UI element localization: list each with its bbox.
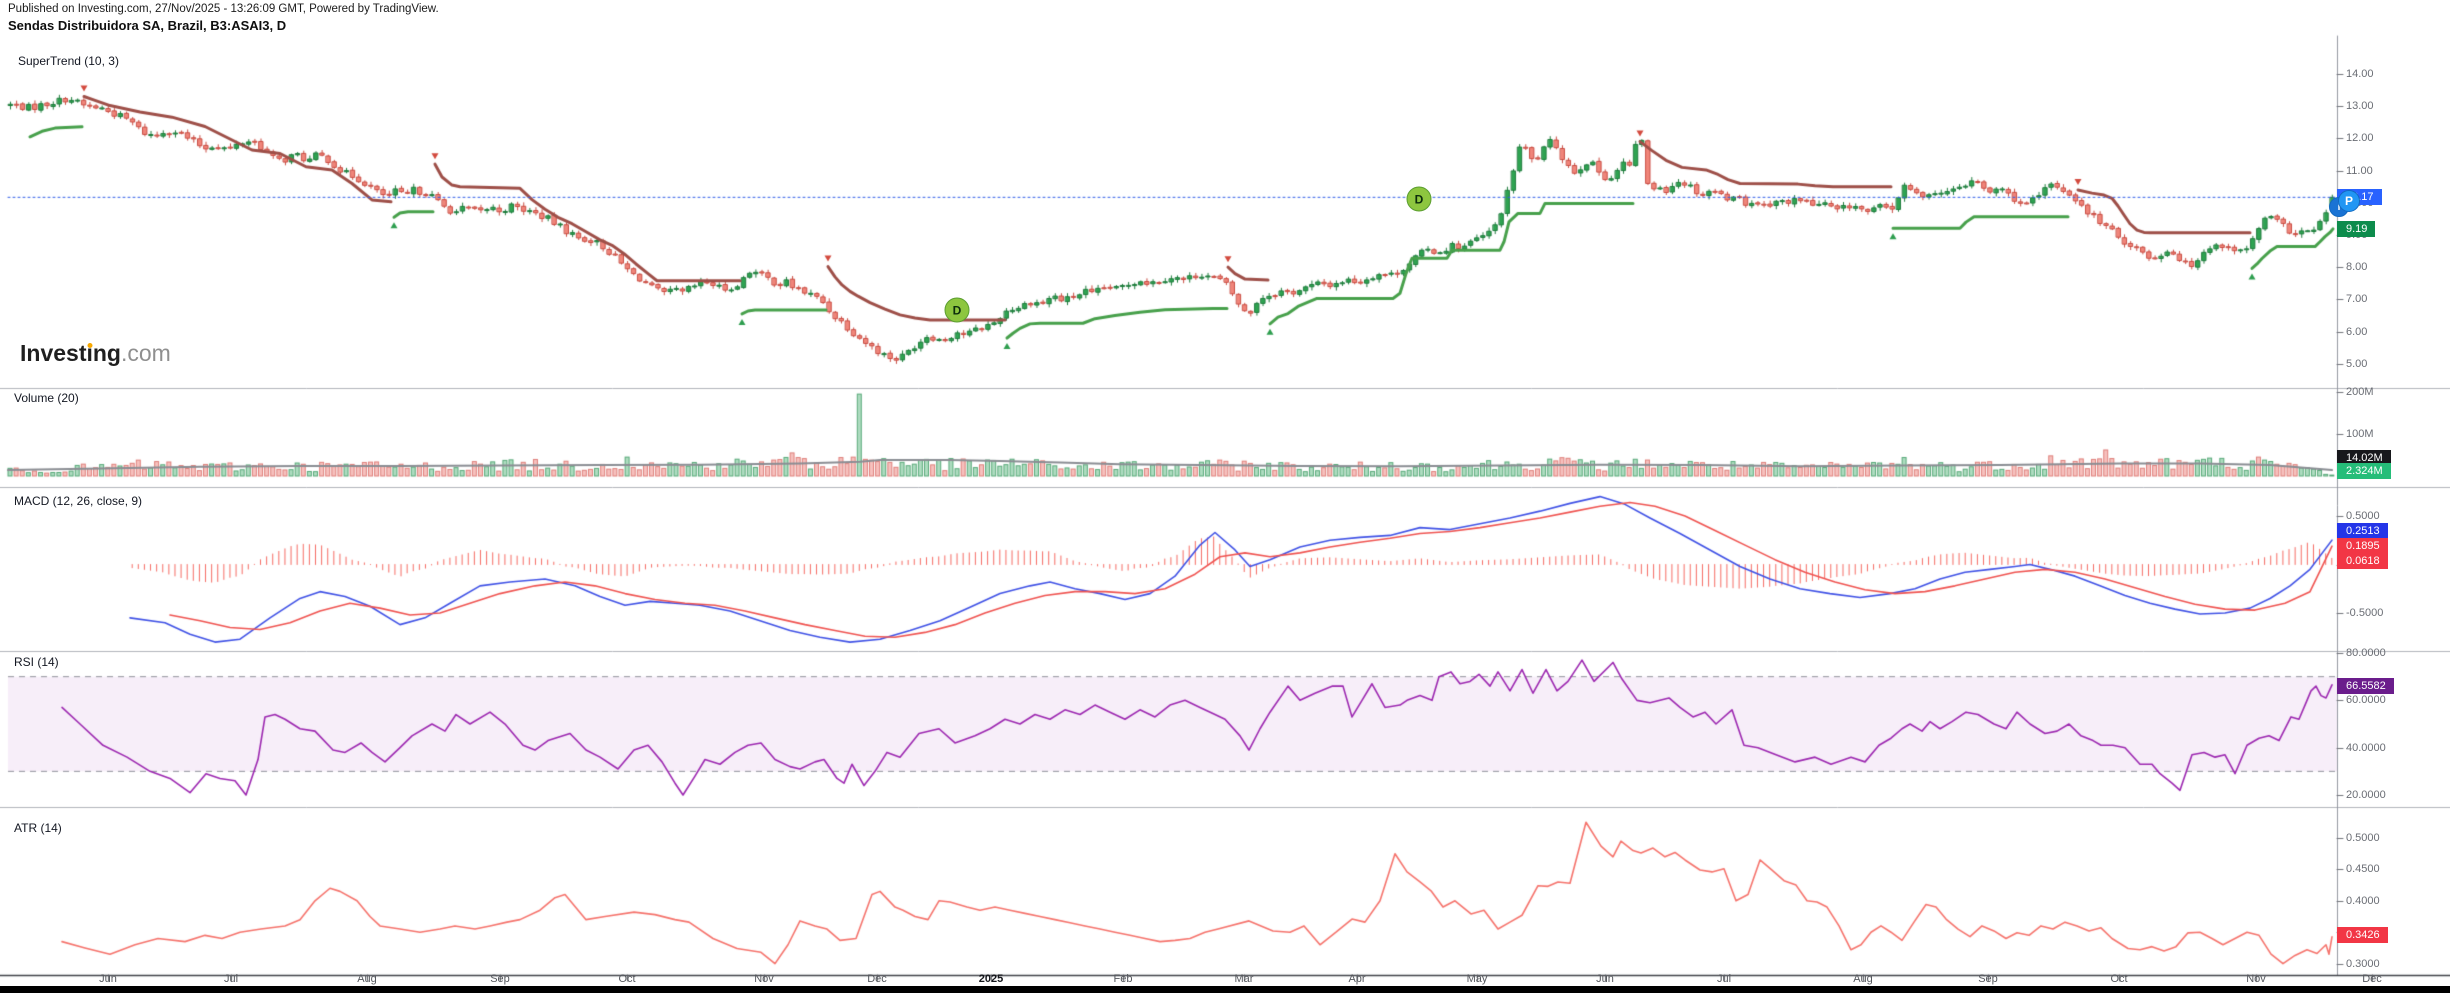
y-axis-label-atr: 0.5000 (2346, 832, 2380, 844)
d-signal-marker: D (944, 297, 970, 323)
time-axis-label: Aug (357, 973, 377, 985)
publish-line: Published on Investing.com, 27/Nov/2025 … (8, 3, 439, 15)
axis-badge-supertrend-value: 9.19 (2337, 221, 2376, 237)
time-axis-label: Jul (1716, 973, 1732, 985)
time-axis-label: Sep (490, 973, 510, 985)
y-axis-label-rsi: 60.0000 (2346, 694, 2386, 707)
bottom-black-bar (0, 986, 2450, 993)
d-signal-marker: D (1406, 186, 1432, 212)
time-axis-label: May (1466, 973, 1488, 985)
y-axis-label-price: 14.00 (2346, 68, 2374, 80)
atr-legend[interactable]: ATR (14) (14, 821, 62, 835)
y-axis-label-macd: -0.5000 (2346, 607, 2384, 619)
supertrend-legend[interactable]: SuperTrend (10, 3) (18, 54, 119, 68)
y-axis-label-price: 6.00 (2346, 325, 2368, 338)
y-axis-label-atr: 0.4000 (2346, 894, 2380, 907)
axis-badge-volume-value: 2.324M (2337, 462, 2391, 479)
y-axis-label-price: 12.00 (2346, 132, 2374, 145)
time-axis-label: Dec (2362, 973, 2382, 985)
time-axis-label: Jun (1596, 973, 1614, 985)
y-axis-label-macd: 0.5000 (2346, 510, 2380, 522)
time-axis-label: Oct (2110, 973, 2128, 985)
axis-badge-atr-value: 0.3426 (2337, 927, 2388, 943)
y-axis-label-price: 8.00 (2346, 261, 2368, 274)
time-axis-label: Jul (223, 973, 239, 985)
y-axis-label-price: 5.00 (2346, 357, 2368, 370)
rsi-legend[interactable]: RSI (14) (14, 655, 59, 669)
y-axis-label-rsi: 20.0000 (2346, 789, 2386, 802)
axis-badge-volume-ma-value: 14.02M (2337, 450, 2391, 466)
time-axis-label: Nov (2246, 973, 2266, 985)
y-axis-label-rsi: 40.0000 (2346, 741, 2386, 754)
y-axis-label-price: 7.00 (2346, 293, 2368, 306)
volume-legend[interactable]: Volume (20) (14, 391, 79, 405)
time-axis-label: Sep (1978, 973, 1998, 985)
time-axis-label: 2025 (978, 973, 1004, 985)
logo-orange-dot-i: i (86, 340, 93, 366)
axis-badge-rsi-value: 66.5582 (2337, 678, 2394, 694)
time-axis-label: Dec (867, 973, 887, 985)
investing-watermark-logo: Investing.com (20, 340, 171, 366)
time-axis-label: Aug (1853, 973, 1873, 985)
y-axis-label-atr: 0.3000 (2346, 957, 2380, 970)
time-axis-label: Feb (1113, 973, 1133, 985)
axis-badge-macd-signal-value: 0.1895 (2337, 538, 2388, 554)
time-axis-label: Jun (99, 973, 117, 985)
symbol-title: Sendas Distribuidora SA, Brazil, B3:ASAI… (8, 18, 287, 33)
y-axis-label-price: 11.00 (2346, 164, 2373, 177)
axis-badge-macd-hist-value: 0.0618 (2337, 553, 2388, 569)
y-axis-label-price: 13.00 (2346, 100, 2374, 113)
y-axis-label-rsi: 80.0000 (2346, 647, 2386, 659)
macd-legend[interactable]: MACD (12, 26, close, 9) (14, 494, 143, 508)
axis-badge-macd-value: 0.2513 (2337, 523, 2388, 539)
y-axis-label-volume: 100M (2346, 428, 2374, 440)
y-axis-label-atr: 0.4500 (2346, 863, 2380, 876)
time-axis-label: Mar (1234, 973, 1254, 985)
p-signal-marker: P (2338, 190, 2360, 212)
time-axis-label: Oct (618, 973, 636, 985)
time-axis-label: Nov (754, 973, 774, 985)
y-axis-label-volume: 200M (2346, 386, 2374, 398)
time-axis-label: Apr (1348, 973, 1366, 985)
